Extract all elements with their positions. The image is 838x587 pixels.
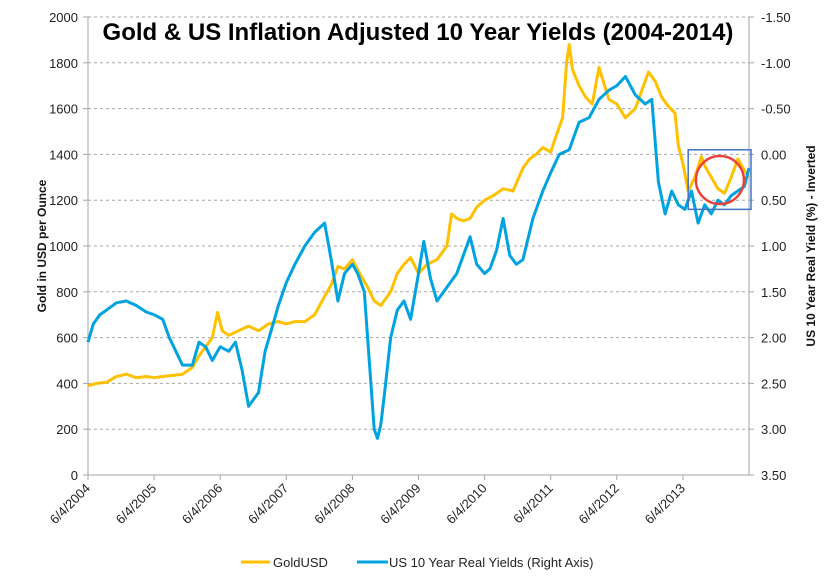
left-tick-label: 1000 — [49, 239, 78, 254]
x-tick-label: 6/4/2012 — [576, 481, 622, 527]
x-axis-ticks: 6/4/2004 6/4/2005 6/4/2006 6/4/2007 6/4/2008… — [47, 475, 688, 527]
legend: GoldUSD US 10 Year Real Yields (Right Ax… — [241, 555, 594, 570]
right-tick-label: -1.00 — [761, 56, 791, 71]
highlight-circle — [694, 154, 746, 206]
right-tick-label: 1.50 — [761, 285, 786, 300]
right-axis-ticks: -1.50 -1.00 -0.50 0.00 0.50 1.00 1.50 2.00 2.50 3… — [749, 10, 791, 483]
x-tick-label: 6/4/2011 — [510, 481, 556, 527]
right-axis-title: US 10 Year Real Yield (%) - Inverted — [804, 145, 818, 346]
gridlines — [88, 16, 749, 430]
series-line-gold — [87, 43, 751, 388]
right-tick-label: 2.50 — [761, 376, 786, 391]
highlight-box — [687, 149, 752, 211]
x-tick-label: 6/4/2013 — [642, 481, 688, 527]
right-tick-label: 0.50 — [761, 193, 786, 208]
x-tick-label: 6/4/2004 — [47, 481, 93, 527]
left-tick-label: 1200 — [49, 193, 78, 208]
right-tick-label: 3.50 — [761, 468, 786, 483]
x-tick-label: 6/4/2010 — [443, 481, 489, 527]
left-tick-label: 1400 — [49, 147, 78, 162]
x-tick-label: 6/4/2008 — [311, 481, 357, 527]
left-tick-label: 200 — [56, 422, 78, 437]
left-tick-label: 1800 — [49, 56, 78, 71]
right-tick-label: 1.00 — [761, 239, 786, 254]
left-tick-label: 800 — [56, 285, 78, 300]
left-tick-label: 1600 — [49, 102, 78, 117]
annotations — [687, 149, 752, 211]
x-tick-label: 6/4/2007 — [245, 481, 291, 527]
left-tick-label: 600 — [56, 331, 78, 346]
series-lines — [86, 43, 751, 440]
x-tick-label: 6/4/2005 — [113, 481, 159, 527]
right-tick-label: 3.00 — [761, 422, 786, 437]
legend-label-gold: GoldUSD — [273, 555, 328, 570]
right-tick-label: -1.50 — [761, 10, 791, 25]
left-tick-label: 2000 — [49, 10, 78, 25]
right-tick-label: -0.50 — [761, 102, 791, 117]
right-tick-label: 0.00 — [761, 147, 786, 162]
left-axis-ticks: 0 200 400 600 800 1000 1200 1400 1600 1800 2000 — [49, 10, 88, 483]
x-tick-label: 6/4/2009 — [377, 481, 423, 527]
series-line-yield — [86, 75, 751, 440]
x-tick-label: 6/4/2006 — [179, 481, 225, 527]
left-tick-label: 400 — [56, 376, 78, 391]
left-axis-title: Gold in USD per Ounce — [35, 179, 49, 312]
legend-label-yield: US 10 Year Real Yields (Right Axis) — [389, 555, 594, 570]
chart-title: Gold & US Inflation Adjusted 10 Year Yie… — [103, 19, 734, 46]
right-tick-label: 2.00 — [761, 331, 786, 346]
left-tick-label: 0 — [71, 468, 78, 483]
